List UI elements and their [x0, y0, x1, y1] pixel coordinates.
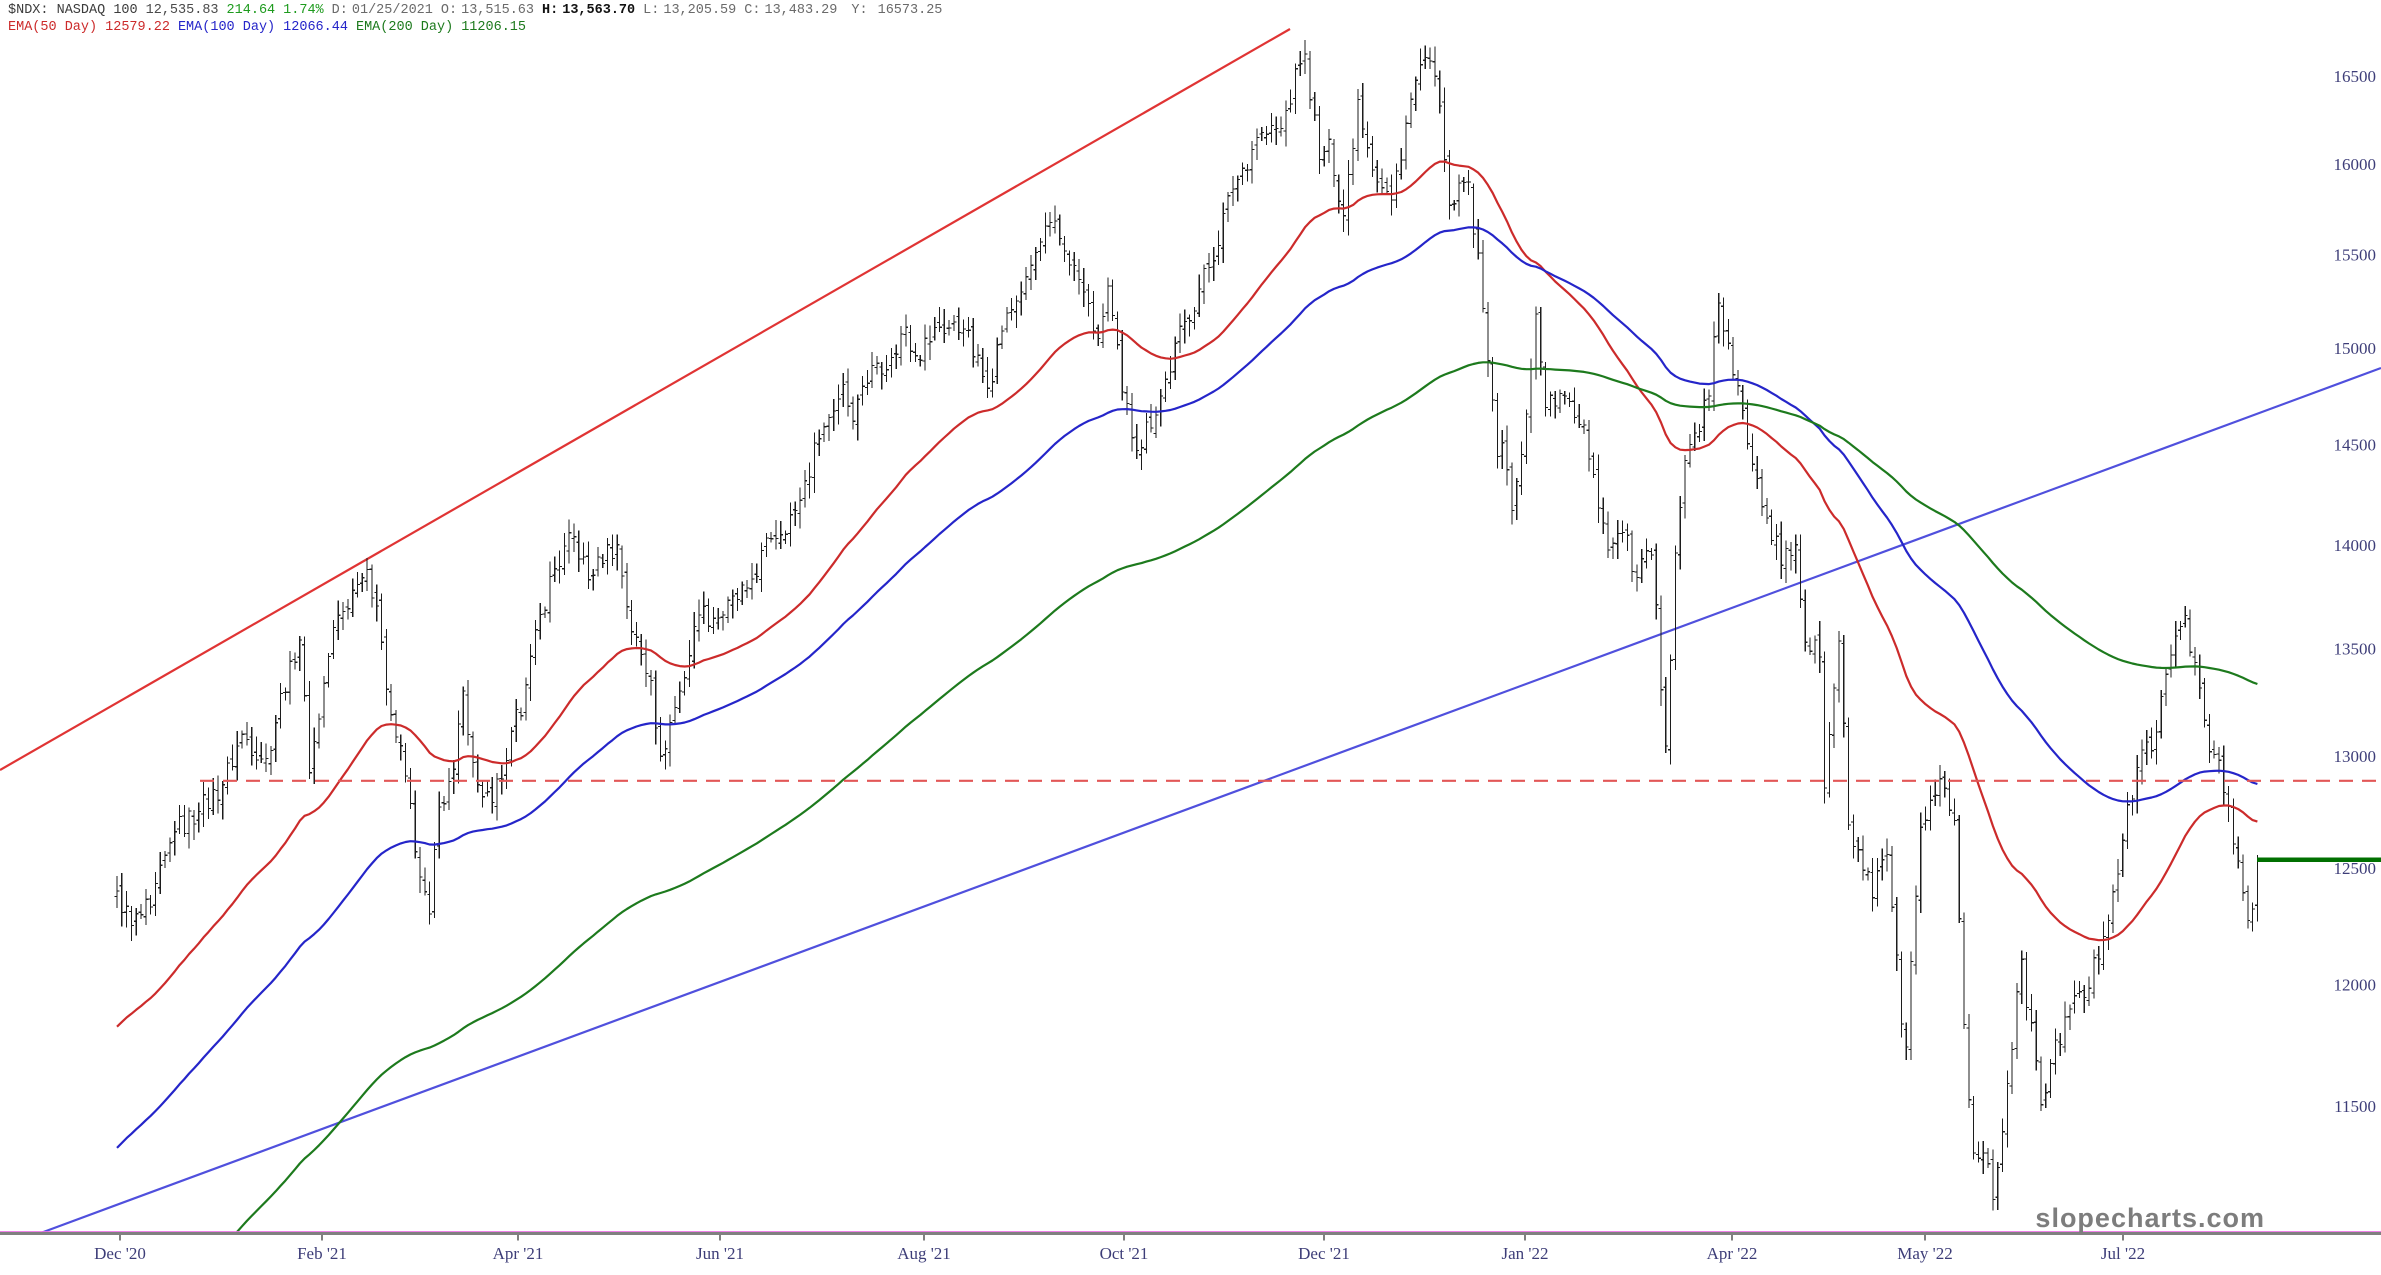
ema50-legend-value: 12579.22 [105, 20, 170, 35]
x-axis-label: Jul '22 [2101, 1244, 2145, 1263]
x-axis-label: Oct '21 [1100, 1244, 1149, 1263]
ema-legend-line: EMA(50 Day) 12579.22 EMA(100 Day) 12066.44 E… [8, 19, 950, 36]
ema200-legend-value: 11206.15 [461, 20, 526, 35]
x-axis-label: Aug '21 [897, 1244, 951, 1263]
ema200-legend-label: EMA(200 Day) [355, 20, 454, 35]
y-axis-label: 13000 [2334, 747, 2377, 766]
x-axis-label: Apr '22 [1707, 1244, 1758, 1263]
ohlc-bars-layer [114, 40, 2260, 1211]
watermark: slopecharts.com [2035, 1203, 2265, 1233]
ema-50-line [116, 160, 2258, 1028]
rising-support-trendline [37, 366, 2381, 1236]
trendlines-layer [0, 28, 2381, 1236]
ema-200-line [235, 361, 2258, 1232]
last-price: 12,535.83 [145, 3, 219, 18]
y-axis-label: 15500 [2334, 246, 2377, 265]
level-lines-layer [0, 779, 2381, 1235]
x-axis-label: Dec '20 [94, 1244, 146, 1263]
ema-lines-layer [116, 160, 2258, 1232]
y-axis-label: 11500 [2334, 1097, 2376, 1116]
x-axis-label: May '22 [1897, 1244, 1952, 1263]
quote-line-1: $NDX: NASDAQ 100 12,535.83 214.64 1.74% D: 01… [8, 2, 950, 19]
y-axis-label: 16500 [2334, 67, 2377, 86]
x-axis-label: Jan '22 [1502, 1244, 1549, 1263]
low-value: 13,205.59 [663, 3, 737, 18]
y-axis-label: 12500 [2334, 859, 2377, 878]
date-label: D: [331, 3, 348, 18]
x-axis-label: Jun '21 [696, 1244, 744, 1263]
y-axis-label: 13500 [2334, 640, 2377, 659]
close-value: 13,483.29 [764, 3, 838, 18]
open-label: O: [440, 3, 458, 18]
close-label: C: [744, 3, 761, 18]
low-label: L: [643, 3, 660, 18]
high-label: H: [542, 3, 559, 18]
ema100-legend-label: EMA(100 Day) [177, 20, 276, 35]
ema100-legend-value: 12066.44 [283, 20, 348, 35]
y-axis-label: 16000 [2334, 155, 2377, 174]
year-value: 16573.25 [877, 3, 943, 18]
price-bars [114, 40, 2260, 1211]
ema50-legend-label: EMA(50 Day) [8, 20, 98, 35]
x-axis-label: Dec '21 [1298, 1244, 1350, 1263]
rising-resistance-trendline [0, 28, 1291, 771]
open-value: 13,515.63 [461, 3, 535, 18]
price-change-pct: 1.74% [283, 3, 324, 18]
y-axis-label: 14500 [2334, 436, 2377, 455]
y-axis-label: 15000 [2334, 339, 2377, 358]
x-axis-label: Apr '21 [493, 1244, 544, 1263]
price-change: 214.64 [226, 3, 276, 18]
y-axis-label: 12000 [2334, 975, 2377, 994]
ema-100-line [116, 226, 2258, 1149]
symbol-label: $NDX: NASDAQ 100 [8, 3, 138, 18]
year-label: Y: [851, 3, 868, 18]
quote-header: $NDX: NASDAQ 100 12,535.83 214.64 1.74% D: 01… [8, 2, 950, 36]
high-value: 13,563.70 [562, 3, 636, 18]
x-axis-label: Feb '21 [297, 1244, 347, 1263]
y-axis-label: 14000 [2334, 536, 2377, 555]
axes-layer: Dec '20 Feb '21 Apr '21 Jun '21 Aug '21 Oct '… [0, 67, 2381, 1263]
date-value: 01/25/2021 [351, 3, 433, 18]
